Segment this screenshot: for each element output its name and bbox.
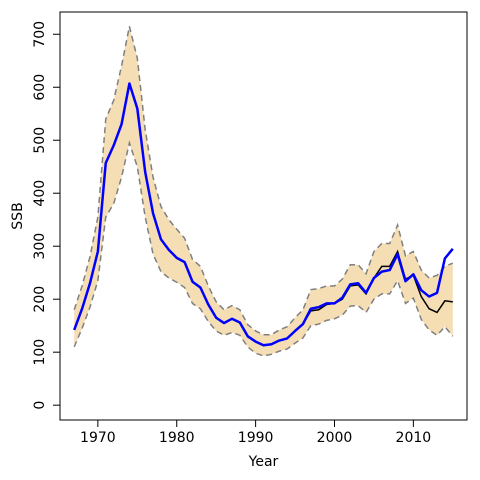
y-axis-title: SSB <box>10 202 26 229</box>
x-axis: 1970 1980 1990 2000 2010 <box>80 420 431 446</box>
x-tick-label: 2010 <box>396 430 432 446</box>
y-axis: 0 100 200 300 400 500 600 700 <box>32 21 60 410</box>
estimate-series-line <box>73 82 454 347</box>
x-tick-label: 1970 <box>80 430 116 446</box>
y-tick-label: 0 <box>32 401 48 410</box>
upper-bound-line <box>73 26 454 336</box>
x-tick-label: 2000 <box>317 430 353 446</box>
x-tick-label: 1980 <box>159 430 195 446</box>
y-tick-label: 400 <box>32 180 48 207</box>
x-axis-title: Year <box>248 454 279 470</box>
confidence-band-layer <box>73 26 454 357</box>
y-tick-label: 500 <box>32 127 48 154</box>
confidence-band <box>74 26 453 356</box>
y-tick-label: 200 <box>32 286 48 313</box>
y-tick-label: 100 <box>32 339 48 366</box>
y-tick-label: 600 <box>32 74 48 101</box>
series-line-layer <box>73 82 454 347</box>
plot-frame <box>59 11 468 421</box>
y-tick-label: 300 <box>32 233 48 260</box>
y-tick-label: 700 <box>32 21 48 48</box>
x-tick-label: 1990 <box>238 430 274 446</box>
lower-bound-line <box>73 140 454 357</box>
